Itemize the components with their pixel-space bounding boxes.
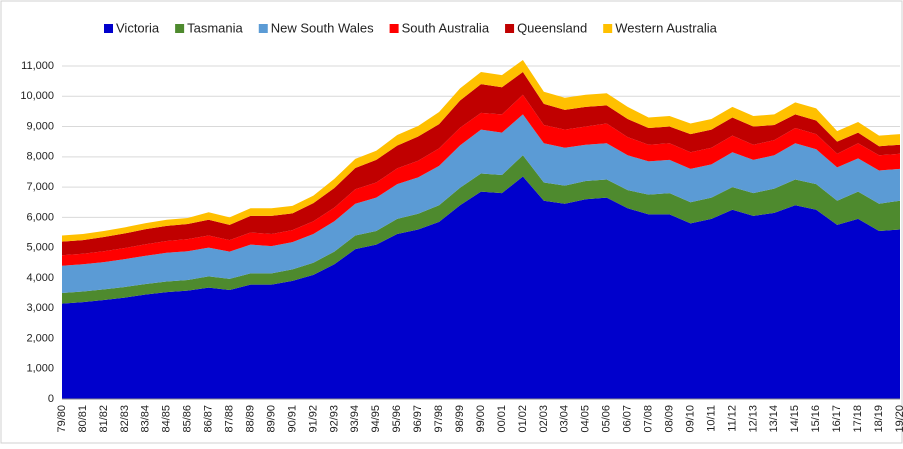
x-tick-label: 97/98 [433, 405, 445, 433]
x-tick-label: 17/18 [852, 405, 864, 433]
x-tick-label: 00/01 [496, 405, 508, 433]
x-tick-label: 16/17 [831, 405, 843, 433]
x-tick-label: 06/07 [622, 405, 634, 433]
x-tick-label: 05/06 [601, 405, 613, 433]
x-tick-label: 99/00 [475, 405, 487, 433]
y-tick-label: 3,000 [26, 302, 54, 314]
x-tick-label: 90/91 [286, 405, 298, 433]
x-tick-label: 81/82 [98, 405, 110, 433]
area [62, 155, 900, 304]
y-tick-label: 1,000 [26, 363, 54, 375]
x-tick-label: 94/95 [370, 405, 382, 433]
legend-swatch [175, 24, 185, 33]
y-tick-label: 4,000 [26, 272, 54, 284]
y-tick-label: 2,000 [26, 332, 54, 344]
x-tick-label: 19/20 [894, 405, 903, 433]
area [62, 59, 900, 242]
x-tick-label: 14/15 [789, 405, 801, 433]
y-tick-label: 7,000 [26, 181, 54, 193]
x-tick-label: 80/81 [77, 405, 89, 433]
x-tick-label: 95/96 [391, 405, 403, 433]
legend-swatch [104, 24, 113, 33]
x-tick-label: 92/93 [328, 405, 340, 433]
legend-label: Western Australia [615, 20, 717, 35]
x-tick-label: 11/12 [726, 405, 738, 432]
x-tick-label: 10/11 [705, 405, 717, 432]
x-tick-label: 96/97 [412, 405, 424, 433]
x-tick-label: 08/09 [663, 405, 675, 433]
x-tick-label: 93/94 [349, 405, 361, 433]
x-tick-label: 03/04 [559, 405, 571, 433]
y-tick-label: 6,000 [26, 211, 54, 223]
x-tick-label: 12/13 [747, 405, 759, 433]
x-tick-label: 79/80 [56, 405, 68, 433]
area [62, 72, 900, 256]
legend-label: Tasmania [187, 20, 243, 35]
x-tick-label: 82/83 [119, 405, 131, 433]
x-tick-label: 04/05 [580, 405, 592, 433]
y-tick-label: 8,000 [26, 151, 54, 163]
legend-swatch [258, 24, 268, 33]
x-tick-label: 18/19 [873, 405, 885, 433]
y-tick-label: 9,000 [26, 120, 54, 132]
x-tick-label: 85/86 [182, 405, 194, 433]
y-tick-label: 0 [48, 393, 54, 405]
legend-swatch [389, 24, 399, 33]
x-tick-label: 01/02 [517, 405, 529, 433]
x-tick-label: 87/88 [224, 405, 236, 433]
x-tick-label: 07/08 [643, 405, 655, 433]
legend-label: Queensland [517, 20, 587, 35]
legend-swatch [603, 24, 613, 33]
y-tick-label: 10,000 [20, 90, 54, 102]
x-tick-label: 13/14 [768, 405, 780, 433]
x-tick-label: 91/92 [307, 405, 319, 433]
y-tick-label: 11,000 [21, 60, 54, 72]
x-tick-label: 83/84 [140, 405, 152, 433]
legend-swatch [505, 24, 515, 33]
legend-label: Victoria [116, 20, 160, 35]
legend-label: South Australia [402, 20, 490, 35]
area [62, 114, 900, 294]
x-tick-label: 02/03 [538, 405, 550, 433]
x-tick-label: 86/87 [203, 405, 215, 433]
x-tick-label: 84/85 [161, 405, 173, 433]
legend-label: New South Wales [271, 20, 374, 35]
area [62, 94, 900, 266]
x-tick-label: 89/90 [265, 405, 277, 433]
x-tick-label: 09/10 [684, 405, 696, 433]
x-tick-label: 15/16 [810, 405, 822, 433]
y-tick-label: 5,000 [26, 242, 54, 254]
area [62, 176, 900, 399]
x-tick-label: 88/89 [244, 405, 256, 433]
x-tick-label: 98/99 [454, 405, 466, 433]
